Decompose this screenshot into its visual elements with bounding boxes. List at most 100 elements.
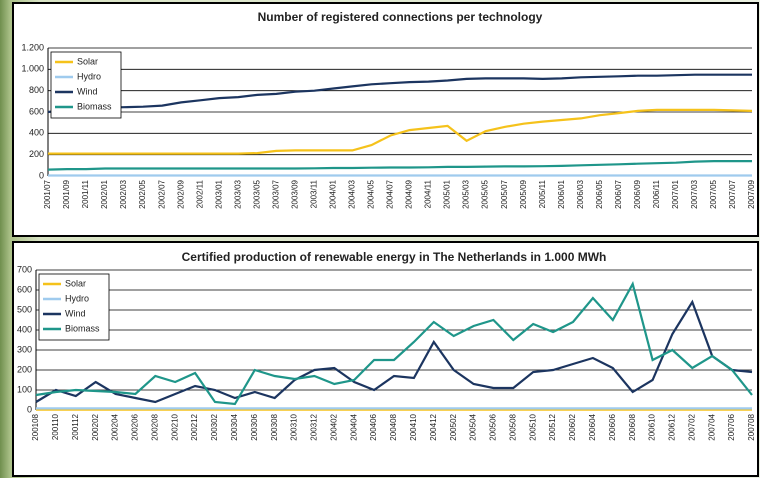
- x-tick-label: 2004/01: [329, 179, 338, 208]
- x-tick-label: 2006/07: [614, 179, 623, 208]
- x-tick-label: 2005/05: [481, 179, 490, 208]
- x-tick-label: 200510: [528, 413, 537, 440]
- x-tick-label: 200512: [548, 413, 557, 440]
- x-tick-label: 200508: [508, 413, 517, 440]
- legend-label: Solar: [77, 56, 98, 66]
- y-tick-label: 600: [29, 106, 44, 116]
- y-tick-label: 200: [17, 364, 32, 374]
- x-tick-label: 200504: [469, 413, 478, 440]
- x-tick-label: 2002/07: [157, 179, 166, 208]
- x-tick-label: 200706: [727, 413, 736, 440]
- y-tick-label: 400: [17, 324, 32, 334]
- x-tick-label: 200506: [489, 413, 498, 440]
- x-tick-label: 200302: [210, 413, 219, 440]
- x-tick-label: 200702: [687, 413, 696, 440]
- x-tick-label: 200410: [409, 413, 418, 440]
- y-tick-label: 1.200: [21, 42, 44, 52]
- x-tick-label: 200604: [588, 413, 597, 440]
- x-tick-label: 2005/01: [443, 179, 452, 208]
- x-tick-label: 2007/09: [747, 179, 756, 208]
- x-tick-label: 200404: [349, 413, 358, 440]
- legend-label: Biomass: [77, 101, 112, 111]
- x-tick-label: 2003/09: [290, 179, 299, 208]
- chart-title: Certified production of renewable energy…: [182, 250, 607, 264]
- x-tick-label: 200210: [170, 413, 179, 440]
- x-tick-label: 2002/01: [100, 179, 109, 208]
- legend-label: Wind: [65, 308, 86, 318]
- series-line: [47, 73, 752, 114]
- x-tick-label: 2006/05: [595, 179, 604, 208]
- y-tick-label: 1.000: [21, 64, 44, 74]
- chart-title: Number of registered connections per tec…: [258, 10, 543, 24]
- legend-label: Biomass: [65, 323, 100, 333]
- x-tick-label: 2002/11: [195, 179, 204, 208]
- x-tick-label: 200608: [628, 413, 637, 440]
- x-tick-label: 2006/11: [652, 179, 661, 208]
- x-tick-label: 200412: [429, 413, 438, 440]
- x-tick-label: 2007/03: [690, 179, 699, 208]
- x-tick-label: 2004/03: [348, 179, 357, 208]
- series-line: [48, 108, 753, 155]
- x-tick-label: 2001/11: [81, 179, 90, 208]
- x-tick-label: 2002/05: [138, 179, 147, 208]
- x-tick-label: 2007/01: [671, 179, 680, 208]
- x-tick-label: 200602: [568, 413, 577, 440]
- x-tick-label: 2004/11: [424, 179, 433, 208]
- x-tick-label: 200304: [230, 413, 239, 440]
- x-tick-label: 2007/05: [709, 179, 718, 208]
- x-tick-label: 200406: [369, 413, 378, 440]
- x-tick-label: 2006/01: [557, 179, 566, 208]
- x-tick-label: 200312: [310, 413, 319, 440]
- series-line: [47, 160, 752, 171]
- x-tick-label: 2003/11: [309, 179, 318, 208]
- x-tick-label: 200202: [91, 413, 100, 440]
- x-tick-label: 2003/03: [233, 179, 242, 208]
- series-line: [35, 299, 753, 404]
- x-tick-label: 2001/09: [62, 179, 71, 208]
- x-tick-label: 200310: [290, 413, 299, 440]
- x-tick-label: 2005/09: [519, 179, 528, 208]
- x-tick-label: 200112: [71, 413, 80, 440]
- x-tick-label: 200408: [389, 413, 398, 440]
- legend-label: Hydro: [65, 293, 89, 303]
- y-tick-label: 0: [39, 170, 44, 180]
- x-tick-label: 200502: [449, 413, 458, 440]
- x-tick-label: 200606: [608, 413, 617, 440]
- x-tick-label: 200204: [111, 413, 120, 440]
- legend-label: Solar: [65, 278, 86, 288]
- x-tick-label: 200306: [250, 413, 259, 440]
- y-tick-label: 800: [29, 85, 44, 95]
- x-tick-label: 2006/03: [576, 179, 585, 208]
- y-tick-label: 500: [17, 304, 32, 314]
- x-tick-label: 200704: [707, 413, 716, 440]
- x-tick-label: 2003/07: [271, 179, 280, 208]
- x-tick-label: 2005/11: [538, 179, 547, 208]
- x-tick-label: 200308: [270, 413, 279, 440]
- panel: [12, 2, 759, 237]
- x-tick-label: 200212: [190, 413, 199, 440]
- x-tick-label: 200708: [747, 413, 756, 440]
- y-tick-label: 300: [17, 344, 32, 354]
- x-tick-label: 2002/03: [119, 179, 128, 208]
- y-tick-label: 400: [29, 128, 44, 138]
- x-tick-label: 2003/01: [214, 179, 223, 208]
- x-tick-label: 200208: [150, 413, 159, 440]
- x-tick-label: 200610: [648, 413, 657, 440]
- legend-label: Hydro: [77, 71, 101, 81]
- x-tick-label: 200612: [668, 413, 677, 440]
- y-tick-label: 200: [29, 149, 44, 159]
- x-tick-label: 2004/09: [405, 179, 414, 208]
- x-tick-label: 2005/03: [462, 179, 471, 208]
- x-tick-label: 2002/09: [176, 179, 185, 208]
- x-tick-label: 2004/05: [367, 179, 376, 208]
- x-tick-label: 200402: [329, 413, 338, 440]
- x-tick-label: 2004/07: [386, 179, 395, 208]
- y-tick-label: 700: [17, 264, 32, 274]
- series-line: [35, 281, 753, 406]
- x-tick-label: 2005/07: [500, 179, 509, 208]
- y-tick-label: 600: [17, 284, 32, 294]
- legend-label: Wind: [77, 86, 98, 96]
- x-tick-label: 2003/05: [252, 179, 261, 208]
- x-tick-label: 2007/07: [728, 179, 737, 208]
